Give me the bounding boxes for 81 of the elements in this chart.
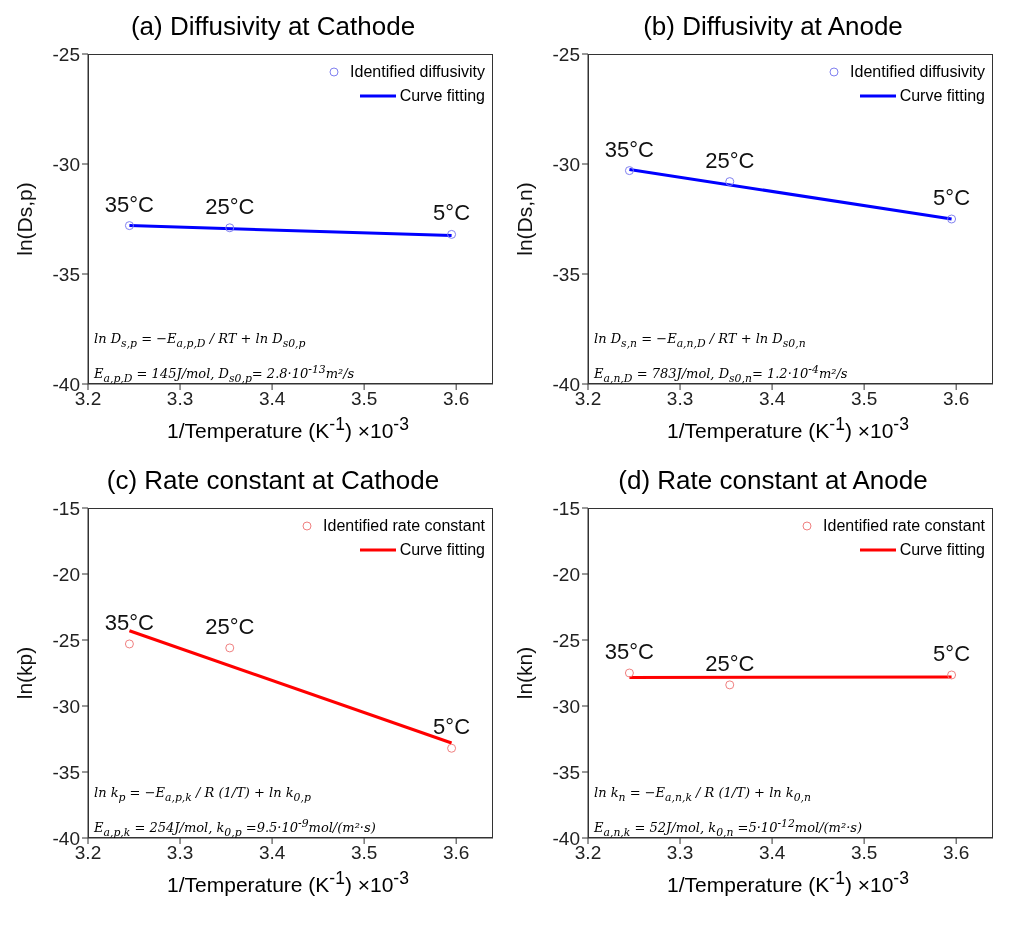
y-axis-title: ln(Ds,p) <box>12 182 36 256</box>
annotation: 25°C <box>205 613 255 639</box>
y-tick-label: -15 <box>52 497 80 519</box>
x-axis-title: 1/Temperature (K$^{-1}$) ×10$^{-3}$ <box>666 414 910 444</box>
point <box>124 639 134 649</box>
annotation: 25°C <box>705 147 755 173</box>
x-tick-label: 3.5 <box>350 842 378 864</box>
legend-label: Identified diffusivity <box>850 62 985 82</box>
y-tick-label: -35 <box>52 761 80 783</box>
legend-label: Identified rate constant <box>323 516 485 536</box>
point <box>624 668 634 678</box>
x-tick-label: 3.6 <box>942 388 970 410</box>
chart-title: (c) Rate constant at Cathode <box>105 464 441 497</box>
legend-label: Identified diffusivity <box>350 62 485 82</box>
annotation: E$_{a,n,k}$ = 52J/mol, k$_{0,n}$ =5·10$^{-12}$mol/(m²·s) <box>594 816 863 839</box>
annotation: 5°C <box>433 200 471 226</box>
x-tick-label: 3.4 <box>258 842 286 864</box>
annotation: E$_{a,n,D}$ = 783J/mol, D$_{s0,n}$= 1.2·10$^{-4}$m²/s <box>594 362 848 385</box>
x-tick-label: 3.3 <box>166 388 194 410</box>
annotation: 35°C <box>104 191 155 217</box>
annotation: ln k$_{p}$ = −E$_{a,p,k}$ / R (1/T) + ln k$_{0,p}$ <box>94 784 312 806</box>
annotation: 5°C <box>933 640 971 666</box>
x-tick-label: 3.5 <box>850 842 878 864</box>
y-tick-label: -30 <box>52 153 80 175</box>
x-axis-title: 1/Temperature (K$^{-1}$) ×10$^{-3}$ <box>166 868 410 898</box>
x-axis-title: 1/Temperature (K$^{-1}$) ×10$^{-3}$ <box>666 868 910 898</box>
y-tick-label: -20 <box>552 563 580 585</box>
y-axis-title: ln(kp) <box>12 646 36 700</box>
annotation: ln k$_{n}$ = −E$_{a,n,k}$ / R (1/T) + ln k$_{0,n}$ <box>594 784 812 806</box>
x-tick-label: 3.3 <box>666 842 694 864</box>
y-tick-label: -25 <box>552 43 580 65</box>
chart-title: (d) Rate constant at Anode <box>617 464 929 497</box>
annotation: E$_{a,p,k}$ = 254J/mol, k$_{0,p}$ =9.5·10$^{-9}$mol/(m²·s) <box>94 816 376 839</box>
legend-label: Curve fitting <box>899 86 985 106</box>
legend-label: Curve fitting <box>399 540 485 560</box>
y-axis-title: ln(Ds,n) <box>512 182 536 256</box>
annotation: 35°C <box>104 609 155 635</box>
y-tick-label: -35 <box>52 263 80 285</box>
x-tick-label: 3.4 <box>758 842 786 864</box>
y-tick-label: -30 <box>552 153 580 175</box>
x-tick-label: 3.6 <box>442 842 470 864</box>
x-tick-label: 3.4 <box>758 388 786 410</box>
x-tick-label: 3.3 <box>166 842 194 864</box>
annotation: 5°C <box>433 714 471 740</box>
x-tick-label: 3.5 <box>850 388 878 410</box>
x-tick-label: 3.6 <box>942 842 970 864</box>
legend-label: Curve fitting <box>899 540 985 560</box>
y-tick-label: -25 <box>52 629 80 651</box>
x-tick-label: 3.6 <box>442 388 470 410</box>
annotation: 25°C <box>705 650 755 676</box>
x-axis-title: 1/Temperature (K$^{-1}$) ×10$^{-3}$ <box>166 414 410 444</box>
x-tick-label: 3.3 <box>666 388 694 410</box>
y-tick-label: -35 <box>552 263 580 285</box>
x-tick-label: 3.4 <box>258 388 286 410</box>
annotation: 25°C <box>205 193 255 219</box>
chart-title: (b) Diffusivity at Anode <box>642 10 904 43</box>
legend-label: Curve fitting <box>399 86 485 106</box>
y-tick-label: -25 <box>52 43 80 65</box>
x-tick-label: 3.5 <box>350 388 378 410</box>
y-tick-label: -15 <box>552 497 580 519</box>
y-tick-label: -20 <box>52 563 80 585</box>
annotation: E$_{a,p,D}$ = 145J/mol, D$_{s0,p}$= 2.8·10$^{-13}$m²/s <box>94 362 355 385</box>
point <box>947 214 957 224</box>
y-axis-title: ln(kn) <box>512 646 536 700</box>
annotation: 35°C <box>604 639 655 664</box>
annotation: ln D$_{s,n}$ = −E$_{a,n,D}$ / RT + ln D$_{s0,n}$ <box>594 330 807 352</box>
point <box>225 643 235 653</box>
point <box>725 680 735 690</box>
chart-title: (a) Diffusivity at Cathode <box>129 10 417 43</box>
point <box>447 743 457 753</box>
point <box>624 166 634 176</box>
y-tick-label: -35 <box>552 761 580 783</box>
y-tick-label: -30 <box>552 695 580 717</box>
legend-label: Identified rate constant <box>823 516 985 536</box>
point <box>947 670 957 680</box>
annotation: 5°C <box>933 185 971 210</box>
y-tick-label: -30 <box>52 695 80 717</box>
annotation: 35°C <box>604 136 655 162</box>
annotation: ln D$_{s,p}$ = −E$_{a,p,D}$ / RT + ln D$_{s0,p}$ <box>94 330 307 352</box>
y-tick-label: -25 <box>552 629 580 651</box>
point <box>725 177 735 187</box>
